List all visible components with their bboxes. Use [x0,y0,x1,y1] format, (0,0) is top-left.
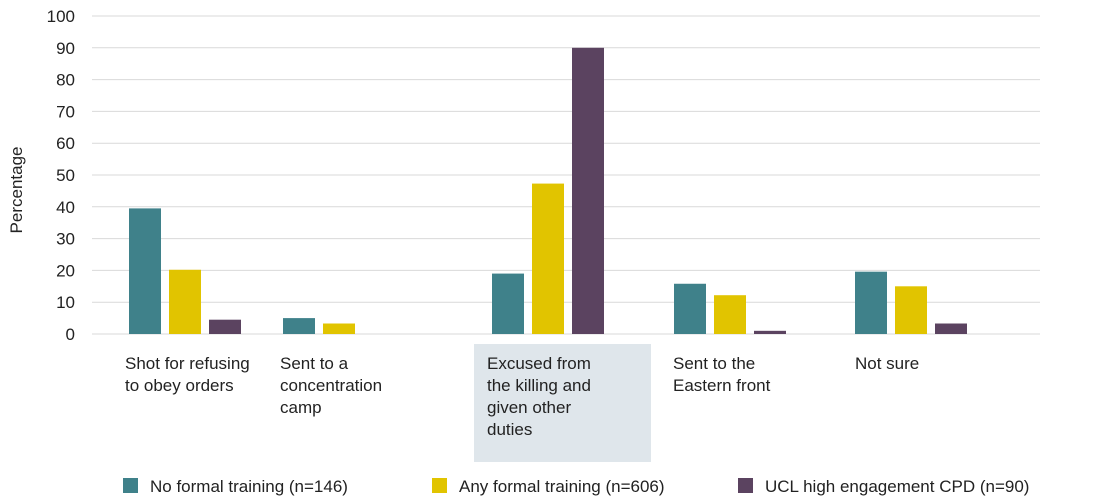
category-label-line: Sent to a [280,354,349,373]
bar [492,273,524,334]
bar [754,330,786,334]
legend-label: Any formal training (n=606) [459,477,665,496]
bar [283,318,315,334]
category-label-line: camp [280,398,322,417]
bar [129,208,161,334]
bar [855,271,887,334]
bar [532,183,564,334]
bar [935,323,967,334]
category-label: Excused from the killing and given other du… [487,354,591,439]
y-tick-label: 60 [56,134,75,153]
bar [323,323,355,334]
y-tick-label: 50 [56,166,75,185]
legend-swatch [123,478,138,493]
y-tick-label: 70 [56,102,75,121]
y-tick-label: 0 [66,325,75,344]
y-tick-label: 10 [56,293,75,312]
legend-label: UCL high engagement CPD (n=90) [765,477,1029,496]
y-tick-label: 30 [56,230,75,249]
category-label-line: to obey orders [125,376,234,395]
bar [209,319,241,334]
y-axis-label: Percentage [7,147,26,234]
y-tick-label: 100 [47,7,75,26]
category-label-line: Not sure [855,354,919,373]
category-label-line: duties [487,420,532,439]
y-tick-label: 90 [56,39,75,58]
bar [572,47,604,335]
legend-swatch [432,478,447,493]
bar [674,283,706,334]
y-tick-label: 80 [56,71,75,90]
category-label-line: Sent to the [673,354,755,373]
category-label: Shot for refusing to obey orders [125,354,250,395]
category-label: Not sure [855,354,919,373]
bar [895,286,927,334]
bar [169,269,201,334]
category-label-line: the killing and [487,376,591,395]
legend-swatch [738,478,753,493]
bar [714,295,746,334]
category-label-line: Shot for refusing [125,354,250,373]
y-tick-label: 20 [56,261,75,280]
category-label: Sent to the Eastern front [673,354,771,395]
category-label: Sent to a concentration camp [280,354,382,417]
y-tick-label: 40 [56,198,75,217]
category-highlight [474,344,651,462]
category-label-line: Excused from [487,354,591,373]
category-label-line: concentration [280,376,382,395]
category-label-line: given other [487,398,571,417]
legend-label: No formal training (n=146) [150,477,348,496]
category-label-line: Eastern front [673,376,771,395]
